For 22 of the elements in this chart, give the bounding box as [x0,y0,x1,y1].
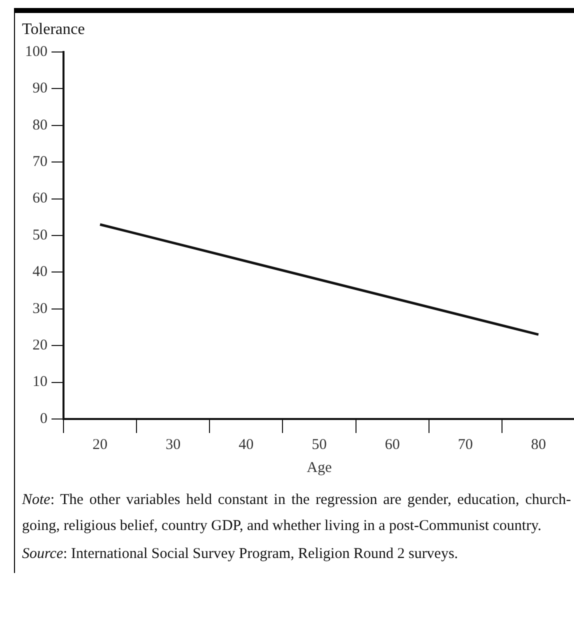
y-tick-label: 90 [32,80,48,97]
x-tick-label: 80 [530,436,546,453]
y-tick-label: 20 [32,338,48,354]
source-note: Source: International Social Survey Program, Religion Round 2 surveys. [22,546,458,562]
y-tick-label: 60 [32,190,48,207]
y-tick-label: 40 [32,264,48,280]
x-tick-label: 60 [384,436,400,453]
x-tick-label: 40 [238,436,254,453]
y-tick-label: 50 [32,227,48,244]
y-tick-label: 70 [32,154,48,170]
x-axis-title: Age [306,460,332,476]
x-tick-label: 50 [312,436,327,453]
x-tick-label: 20 [92,436,108,453]
y-tick-label: 10 [32,374,48,390]
x-tick-label: 30 [166,436,181,453]
text: Note: The other variables held constant in the regression are gender, education, church-going, religious belief, country GDP, and whether living in a post-Communist country. [22,492,571,534]
y-tick-label: 80 [32,117,48,134]
y-tick-label: 0 [40,410,48,427]
x-tick-label: 70 [458,436,473,453]
y-axis-title: Tolerance [21,20,86,39]
y-tick-label: 30 [32,300,48,317]
y-tick-label: 100 [25,44,48,60]
